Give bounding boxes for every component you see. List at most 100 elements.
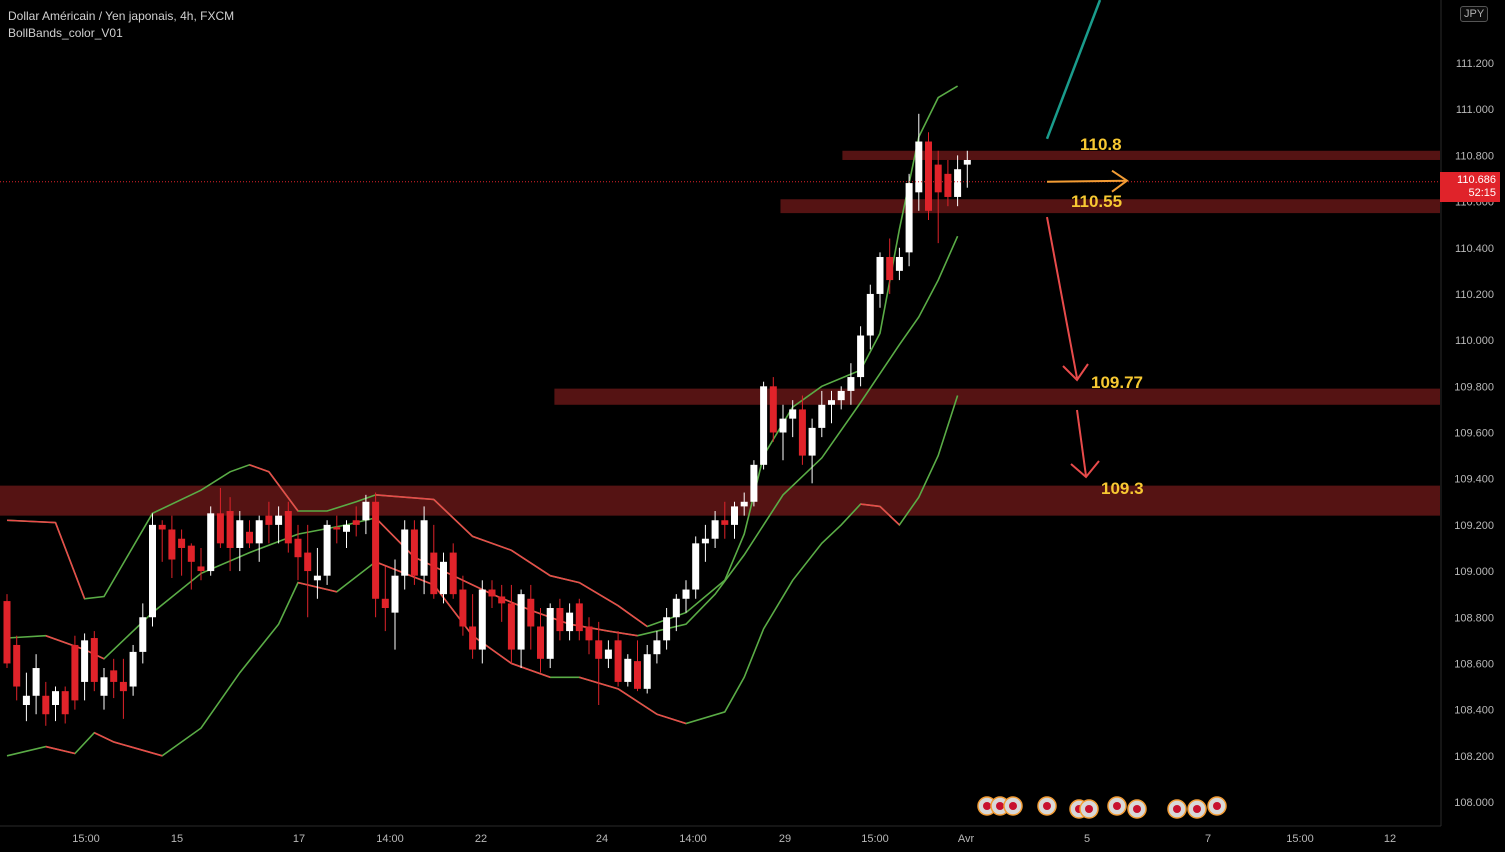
candle: [604, 640, 612, 669]
candle-body: [391, 575, 399, 613]
x-tick-label: 14:00: [376, 833, 404, 845]
candle-body: [507, 603, 515, 650]
candle-body: [498, 596, 506, 604]
candle-body: [42, 695, 50, 715]
candle: [304, 524, 312, 618]
candle: [692, 536, 700, 599]
candle-body: [701, 538, 709, 544]
candle-body: [178, 538, 186, 548]
candle: [255, 515, 263, 562]
candle: [818, 390, 826, 438]
candle-body: [789, 409, 797, 419]
candle-body: [866, 293, 874, 336]
event-marker-icon[interactable]: [1079, 799, 1099, 819]
band-middle-falling: [45, 634, 85, 651]
event-marker-icon[interactable]: [1003, 796, 1023, 816]
candle: [798, 395, 806, 465]
scenario-down-line-2: [1076, 409, 1087, 477]
y-tick-label: 110.200: [1455, 289, 1494, 301]
candle: [294, 524, 302, 581]
candle-body: [876, 256, 884, 294]
candle-body: [61, 691, 69, 715]
event-marker-dot: [1193, 805, 1201, 813]
candle-body: [71, 644, 79, 701]
candle-body: [527, 598, 535, 627]
candle: [246, 520, 253, 548]
candle: [750, 460, 758, 507]
y-tick-label: 111.000: [1456, 104, 1494, 116]
candle: [808, 418, 816, 484]
band-upper-falling: [249, 464, 270, 473]
candle: [595, 621, 603, 706]
candle-body: [139, 617, 147, 652]
candle-body: [430, 552, 438, 595]
candle-body: [760, 386, 768, 465]
y-tick-label: 109.800: [1454, 381, 1494, 393]
candle-body: [226, 511, 234, 548]
candle: [731, 501, 738, 539]
level-label: 109.3: [1101, 479, 1144, 498]
candle: [876, 252, 884, 308]
x-tick-label: 24: [596, 833, 608, 845]
x-tick-label: 29: [779, 833, 791, 845]
candle: [760, 381, 768, 470]
candle-body: [798, 409, 806, 456]
event-marker-dot: [1085, 805, 1093, 813]
event-marker-icon[interactable]: [1037, 796, 1057, 816]
event-marker-icon[interactable]: [1107, 796, 1127, 816]
candle-body: [925, 141, 932, 211]
event-marker-icon[interactable]: [1207, 796, 1227, 816]
candle-body: [129, 651, 137, 687]
candle: [52, 686, 59, 722]
candle-body: [895, 256, 903, 271]
candle: [391, 559, 399, 650]
candle-body: [886, 256, 894, 281]
band-upper-falling: [6, 519, 56, 524]
candle-body: [469, 626, 477, 650]
candle: [915, 113, 923, 211]
candle-body: [449, 552, 457, 595]
candle: [789, 400, 797, 438]
candle-body: [750, 464, 758, 502]
x-tick-label: 17: [293, 833, 305, 845]
y-tick-label: 110.000: [1455, 335, 1494, 347]
event-marker-icon[interactable]: [1187, 799, 1207, 819]
candle: [905, 173, 913, 267]
economic-events: [977, 796, 1227, 819]
candle-body: [22, 695, 30, 706]
candle-body: [275, 515, 283, 525]
candle-body: [333, 527, 341, 530]
candle-body: [352, 520, 360, 525]
event-marker-icon[interactable]: [1127, 799, 1147, 819]
candle-body: [216, 513, 224, 544]
band-lower-falling: [113, 741, 163, 757]
candle: [168, 515, 176, 578]
candle: [653, 631, 661, 664]
zone-2: [554, 388, 1440, 405]
candle: [566, 603, 574, 641]
candle-body: [488, 589, 496, 597]
level-label: 109.77: [1091, 373, 1143, 392]
candle-body: [410, 529, 418, 576]
candle-body: [32, 668, 40, 696]
candle: [226, 497, 234, 572]
candle-body: [672, 598, 680, 618]
candle-body: [585, 626, 593, 641]
last-price-value: 110.686: [1457, 174, 1496, 186]
candle-body: [682, 589, 690, 599]
candle: [343, 520, 350, 548]
candle: [857, 326, 865, 387]
event-marker-icon[interactable]: [1167, 799, 1187, 819]
candle-body: [52, 691, 59, 706]
y-tick-label: 109.400: [1454, 474, 1494, 486]
candle: [527, 584, 535, 650]
candle-body: [323, 524, 331, 576]
candle-body: [837, 390, 845, 401]
candle: [207, 506, 215, 576]
candle: [32, 654, 40, 715]
candle-body: [119, 681, 127, 692]
candle: [265, 501, 273, 544]
currency-badge[interactable]: JPY: [1460, 6, 1489, 22]
candle-body: [517, 594, 525, 650]
